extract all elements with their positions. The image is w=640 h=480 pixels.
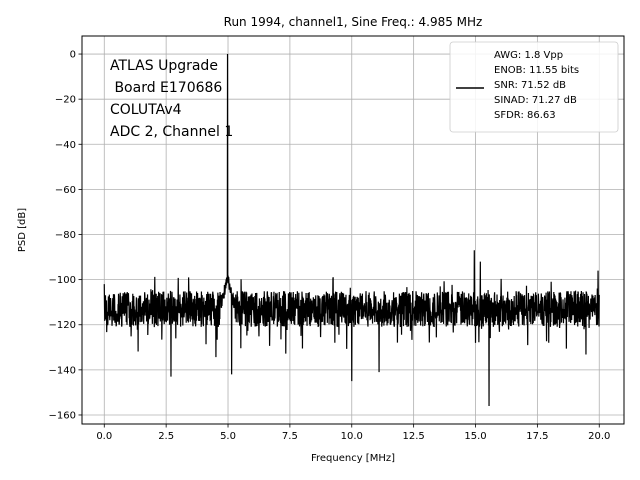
x-tick-label: 7.5: [282, 431, 298, 442]
x-tick-label: 20.0: [588, 431, 610, 442]
x-axis-label: Frequency [MHz]: [311, 453, 395, 464]
x-tick-label: 15.0: [464, 431, 486, 442]
x-tick-label: 5.0: [220, 431, 236, 442]
legend-box: [449, 41, 619, 133]
y-tick-label: −140: [49, 365, 76, 376]
y-tick-label: 0: [70, 50, 76, 61]
y-tick-label: −80: [55, 230, 76, 241]
y-tick-label: −40: [55, 140, 76, 151]
legend-line: SFDR: 86.63: [494, 110, 556, 121]
annotation-line: Board E170686: [110, 80, 222, 96]
legend: AWG: 1.8 Vpp ENOB: 11.55 bits SNR: 71.52 d…: [449, 41, 619, 133]
annotation-line: COLUTAv4: [110, 102, 182, 118]
x-tick-label: 2.5: [158, 431, 174, 442]
chart-title: Run 1994, channel1, Sine Freq.: 4.985 MH…: [224, 15, 483, 29]
plot-area: [103, 54, 600, 406]
axes-frame: [81, 35, 625, 425]
y-tick-label: −120: [49, 320, 76, 331]
x-tick-label: 0.0: [96, 431, 112, 442]
y-axis-ticks: 0 −20 −40 −60 −80 −100 −120 −140 −160: [49, 50, 82, 421]
legend-line: ENOB: 11.55 bits: [494, 65, 579, 76]
psd-series-line: [103, 54, 600, 406]
x-tick-label: 12.5: [403, 431, 425, 442]
annotation-line: ATLAS Upgrade: [110, 58, 218, 74]
legend-line: SNR: 71.52 dB: [494, 80, 566, 91]
board-annotation: ATLAS Upgrade Board E170686 COLUTAv4 ADC 2…: [110, 58, 233, 140]
x-tick-label: 10.0: [341, 431, 363, 442]
legend-line: SINAD: 71.27 dB: [494, 95, 577, 106]
y-tick-label: −60: [55, 185, 76, 196]
x-tick-label: 17.5: [526, 431, 548, 442]
legend-line: AWG: 1.8 Vpp: [494, 50, 563, 61]
y-tick-label: −100: [49, 275, 76, 286]
y-tick-label: −20: [55, 95, 76, 106]
y-tick-label: −160: [49, 410, 76, 421]
annotation-line: ADC 2, Channel 1: [110, 124, 233, 140]
x-axis-ticks: 0.0 2.5 5.0 7.5 10.0 12.5 15.0 17.5 20.0: [96, 424, 610, 442]
y-axis-label: PSD [dB]: [17, 208, 28, 252]
